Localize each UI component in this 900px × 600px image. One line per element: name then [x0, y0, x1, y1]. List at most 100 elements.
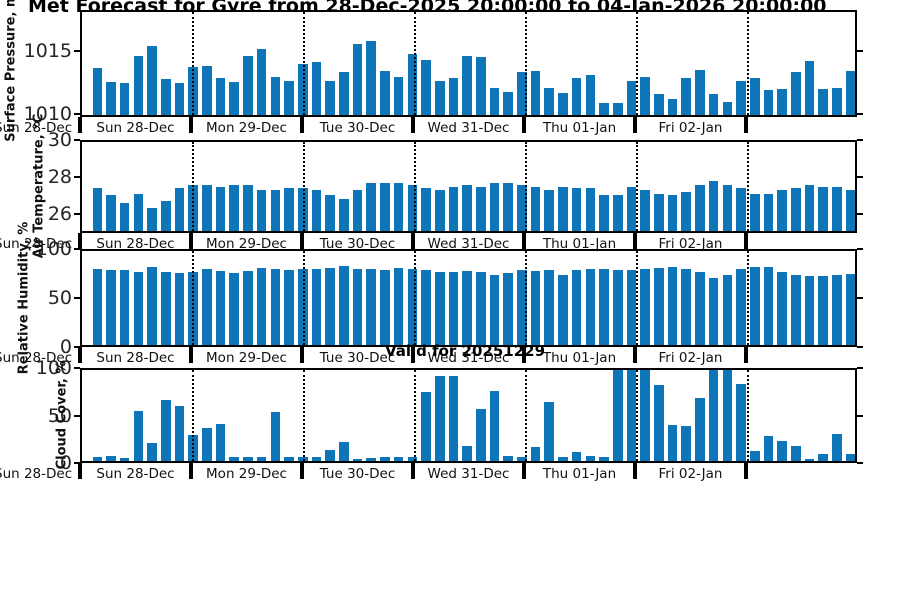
cloud-cover-bar — [777, 440, 787, 461]
cloud-cover-bar — [763, 435, 774, 461]
air-temperature-bar — [544, 190, 555, 231]
cloud-cover-bar — [544, 401, 555, 461]
axis-tick-mark — [74, 414, 80, 417]
cloud-cover-bar — [119, 458, 130, 461]
day-label: Fri 02-Jan — [658, 120, 723, 136]
day-label: Mon 29-Dec — [206, 466, 287, 482]
day-label: Thu 01-Jan — [542, 466, 617, 482]
surface-pressure-ytick-label: 1010 — [23, 103, 72, 126]
day-label: Wed 31-Dec — [427, 120, 510, 136]
edge-day-label: Sun 28-Dec — [0, 120, 73, 136]
air-temperature-bar — [832, 186, 842, 231]
day-label: Mon 29-Dec — [206, 120, 287, 136]
day-tick — [299, 463, 305, 479]
cloud-cover-bar — [284, 457, 294, 461]
relative-humidity-bar — [640, 268, 650, 345]
cloud-cover-bar — [92, 457, 103, 461]
relative-humidity-bar — [749, 266, 760, 345]
air-temperature-xaxis-band: Sun 28-Dec Mon 29-Dec Tue 30-Dec Wed 31-Dec… — [77, 233, 857, 253]
cloud-cover-bar — [571, 451, 582, 461]
surface-pressure-bar — [256, 48, 267, 115]
cloud-cover-bar — [297, 457, 308, 461]
cloud-cover-ytick-label: 100 — [35, 357, 72, 379]
air-temperature-bar — [626, 186, 637, 231]
day-label: Tue 30-Dec — [319, 350, 396, 366]
air-temperature-bar — [503, 182, 513, 231]
day-boundary-gridline — [303, 251, 305, 345]
cloud-cover-bar — [133, 410, 144, 461]
cloud-cover-bar — [407, 457, 418, 461]
axis-tick-mark — [857, 113, 863, 116]
surface-pressure-bar — [640, 77, 650, 115]
air-temperature-bar — [791, 188, 801, 231]
day-label: Mon 29-Dec — [206, 236, 287, 252]
day-tick — [410, 463, 416, 479]
axis-tick-mark — [857, 213, 863, 216]
air-temperature-bar — [311, 190, 322, 231]
cloud-cover-bar — [352, 459, 363, 461]
day-tick — [188, 463, 194, 479]
day-boundary-gridline — [414, 370, 416, 461]
surface-pressure-bar — [215, 78, 226, 115]
cloud-cover-bar — [654, 384, 664, 461]
cloud-cover-bar — [270, 411, 281, 461]
surface-pressure-bar — [421, 59, 431, 115]
valid-for-annotation: Valid for 20251229 — [384, 342, 546, 360]
surface-pressure-bar — [763, 90, 774, 115]
cloud-cover-bar — [695, 398, 705, 461]
air-temperature-bar — [804, 184, 815, 231]
relative-humidity-bar — [339, 266, 349, 345]
axis-tick-mark — [74, 367, 80, 369]
relative-humidity-ytick-label: 100 — [35, 238, 72, 260]
surface-pressure-bar — [270, 77, 281, 115]
cloud-cover-bar — [667, 424, 678, 461]
air-temperature-bar — [695, 184, 705, 231]
day-label: Fri 02-Jan — [658, 236, 723, 252]
day-tick — [410, 233, 416, 249]
cloud-cover-bar — [503, 456, 513, 461]
relative-humidity-bar — [585, 268, 596, 345]
relative-humidity-bar — [845, 273, 856, 345]
relative-humidity-ytick-label: 0 — [59, 336, 72, 358]
day-tick — [410, 117, 416, 133]
air-temperature-bar — [215, 186, 226, 231]
day-boundary-gridline — [747, 12, 749, 115]
axis-tick-mark — [74, 113, 80, 116]
cloud-cover-bar — [256, 457, 267, 461]
cloud-cover-bar — [366, 458, 377, 461]
cloud-cover-bar — [339, 441, 349, 461]
cloud-cover-bar — [818, 453, 828, 461]
axis-tick-mark — [857, 139, 863, 141]
surface-pressure-bar — [667, 99, 678, 115]
day-tick — [632, 463, 638, 479]
surface-pressure-bar — [133, 56, 144, 115]
surface-pressure-bar — [558, 92, 568, 115]
relative-humidity-bar — [243, 270, 253, 345]
relative-humidity-bar — [407, 268, 418, 345]
surface-pressure-bar — [202, 65, 212, 115]
surface-pressure-bar — [325, 80, 335, 115]
day-tick — [632, 117, 638, 133]
surface-pressure-bar — [311, 62, 322, 115]
day-boundary-gridline — [636, 142, 638, 231]
cloud-cover-bar — [147, 442, 157, 461]
relative-humidity-bar — [489, 275, 500, 345]
surface-pressure-bar — [612, 102, 623, 115]
day-tick — [743, 117, 749, 133]
cloud-cover-ytick-label: 50 — [47, 404, 72, 427]
surface-pressure-bar — [229, 81, 240, 115]
relative-humidity-bar — [763, 266, 774, 345]
relative-humidity-bar — [297, 268, 308, 345]
axis-tick-mark — [74, 139, 80, 141]
day-boundary-gridline — [414, 12, 416, 115]
air-temperature-bar — [708, 181, 719, 231]
surface-pressure-bar — [380, 70, 390, 115]
cloud-cover-bar — [845, 453, 856, 461]
relative-humidity-bar — [421, 269, 431, 345]
cloud-cover-bar — [489, 390, 500, 461]
air-temperature-bar — [667, 195, 678, 231]
air-temperature-bar — [845, 190, 856, 231]
edge-day-label: Sun 28-Dec — [0, 466, 73, 482]
day-label: Fri 02-Jan — [658, 466, 723, 482]
day-boundary-gridline — [303, 370, 305, 461]
